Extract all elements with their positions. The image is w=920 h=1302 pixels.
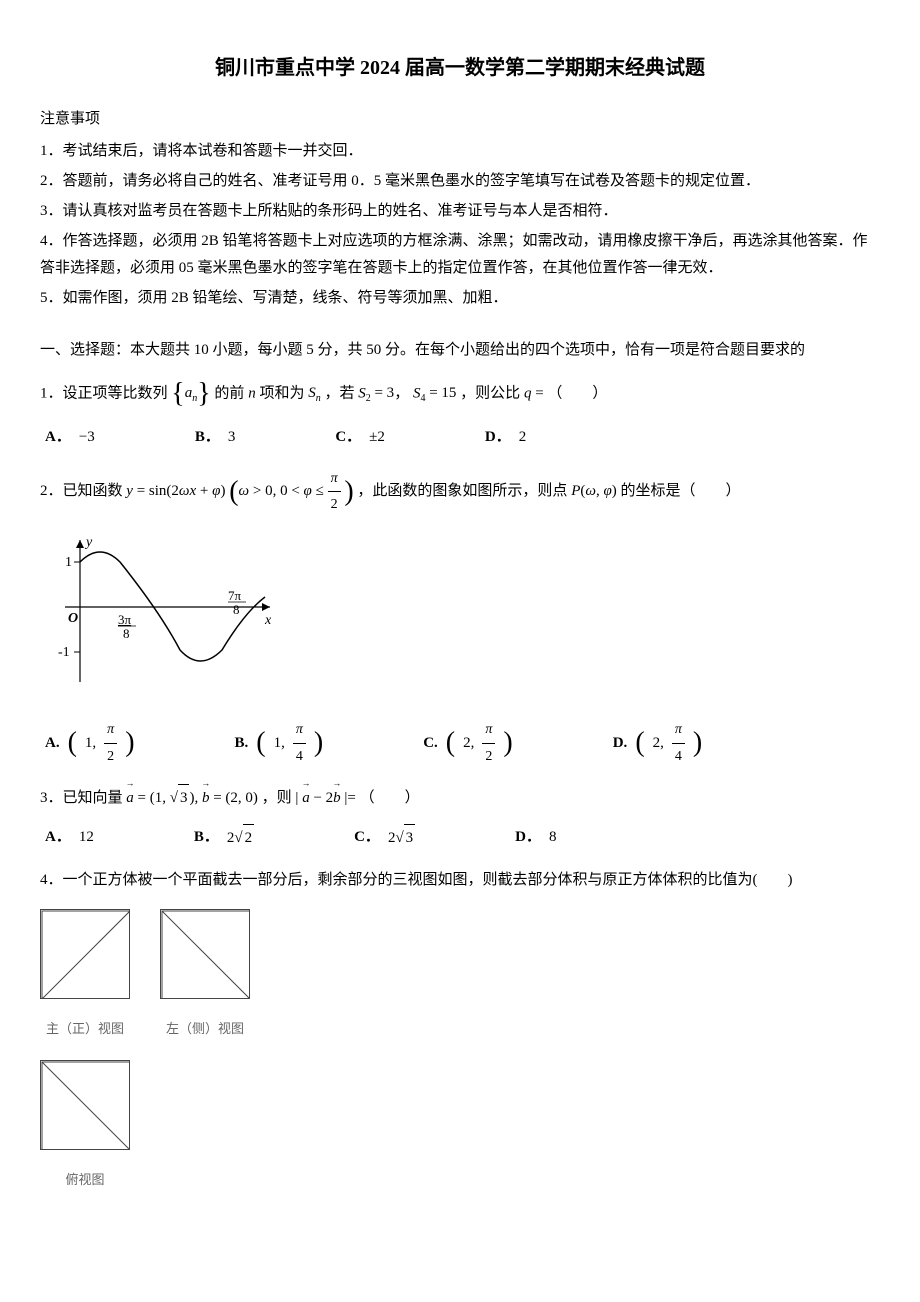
q1-opt-a: −3 <box>79 424 95 451</box>
svg-text:x: x <box>264 613 272 628</box>
q3-options: A．12 B．2√2 C．2√3 D．8 <box>40 824 880 852</box>
q3-tail: （ ） <box>360 790 420 806</box>
q2-opt-b: B. (1, π4 ) <box>235 717 324 768</box>
q1-options: A．−3 B．3 C．±2 D．2 <box>40 424 880 451</box>
q1-middle1: 的前 <box>214 385 244 401</box>
question-4: 4．一个正方体被一个平面截去一部分后，剩余部分的三视图如图，则截去部分体积与原正… <box>40 867 880 894</box>
svg-text:y: y <box>84 535 93 550</box>
q1-opt-b: 3 <box>228 424 236 451</box>
notice-item-1: 1．考试结束后，请将本试卷和答题卡一并交回． <box>40 138 880 165</box>
q4-three-views: 主（正）视图 左（侧）视图 俯视图 <box>40 909 880 1192</box>
q2-options: A. (1, π2 ) B. (1, π4 ) C. (2, π2 ) D. (… <box>40 717 880 768</box>
q1-opt-c: ±2 <box>369 424 385 451</box>
top-view-label: 俯视图 <box>40 1168 130 1191</box>
svg-text:1: 1 <box>65 555 72 570</box>
q3-opt-a: 12 <box>79 824 94 851</box>
q2-tail2: 的坐标是（ ） <box>621 483 741 499</box>
svg-text:-1: -1 <box>58 645 70 660</box>
notice-item-2: 2．答题前，请务必将自己的姓名、准考证号用 0．5 毫米黑色墨水的签字笔填写在试… <box>40 168 880 195</box>
q3-ask: ，则 <box>262 790 292 806</box>
document-title: 铜川市重点中学 2024 届高一数学第二学期期末经典试题 <box>40 50 880 86</box>
notice-item-5: 5．如需作图，须用 2B 铅笔绘、写清楚，线条、符号等须加黑、加粗． <box>40 285 880 312</box>
q1-cond1: ，若 <box>324 385 354 401</box>
q2-graph: 1 -1 O y x 3π 8 7π 8 <box>50 532 880 697</box>
question-2: 2．已知函数 y = sin(2ωx + φ) (ω > 0, 0 < φ ≤ … <box>40 466 880 517</box>
q2-prefix: 2．已知函数 <box>40 483 123 499</box>
q3-opt-d: 8 <box>549 824 557 851</box>
svg-text:3π: 3π <box>118 612 132 627</box>
notice-item-3: 3．请认真核对监考员在答题卡上所粘贴的条形码上的姓名、准考证号与本人是否相符． <box>40 198 880 225</box>
q1-prefix: 1．设正项等比数列 <box>40 385 168 401</box>
front-view-label: 主（正）视图 <box>40 1017 130 1040</box>
notice-item-4: 4．作答选择题，必须用 2B 铅笔将答题卡上对应选项的方框涂满、涂黑；如需改动，… <box>40 228 880 282</box>
top-view: 俯视图 <box>40 1060 130 1191</box>
front-view: 主（正）视图 <box>40 909 130 1040</box>
question-1: 1．设正项等比数列 {an} 的前 n 项和为 Sn ，若 S2 = 3， S4… <box>40 376 880 412</box>
q1-ask: ，则公比 <box>460 385 520 401</box>
q3-prefix: 3．已知向量 <box>40 790 123 806</box>
notice-heading: 注意事项 <box>40 106 880 133</box>
q2-opt-c: C. (2, π2 ) <box>423 717 513 768</box>
side-view-label: 左（侧）视图 <box>160 1017 250 1040</box>
q3-opt-b: 2√2 <box>227 824 254 852</box>
svg-text:7π: 7π <box>228 588 242 603</box>
q1-middle2: 项和为 <box>259 385 304 401</box>
question-3: 3．已知向量 a = (1, √3), b = (2, 0) ，则 | a − … <box>40 784 880 812</box>
svg-text:8: 8 <box>233 602 240 617</box>
q2-opt-d: D. (2, π4 ) <box>613 717 703 768</box>
q2-opt-a: A. (1, π2 ) <box>45 717 135 768</box>
section-1-title: 一、选择题：本大题共 10 小题，每小题 5 分，共 50 分。在每个小题给出的… <box>40 337 880 364</box>
q1-opt-d: 2 <box>519 424 527 451</box>
q3-opt-c: 2√3 <box>388 824 415 852</box>
side-view: 左（侧）视图 <box>160 909 250 1040</box>
q2-tail: ，此函数的图象如图所示，则点 <box>357 483 567 499</box>
svg-text:O: O <box>68 611 78 626</box>
svg-text:8: 8 <box>123 626 130 641</box>
q1-tail: （ ） <box>547 385 607 401</box>
